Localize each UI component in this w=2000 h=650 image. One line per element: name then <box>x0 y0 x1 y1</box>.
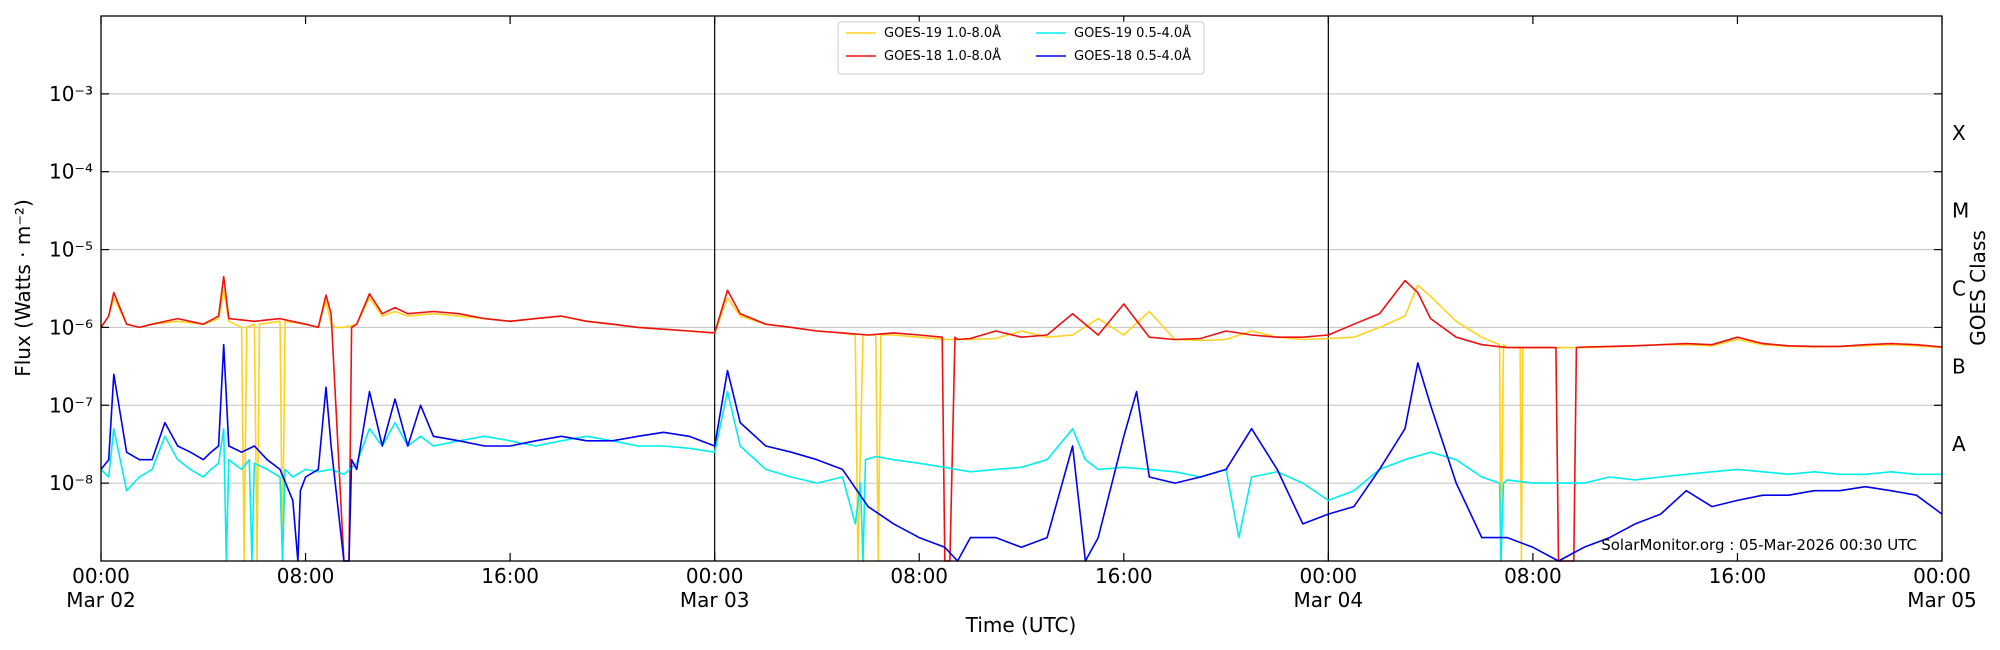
goes-class-label: X <box>1952 121 1966 145</box>
legend-box <box>837 21 1205 75</box>
x-tick-label: 08:00 <box>277 564 335 588</box>
x-tick-date-label: Mar 02 <box>66 588 136 612</box>
goes-class-label: B <box>1952 354 1966 378</box>
x-axis-title: Time (UTC) <box>965 613 1077 637</box>
day-boundary-lines <box>714 16 1329 561</box>
legend-label: GOES-19 0.5-4.0Å <box>1074 25 1191 41</box>
x-tick-label: 08:00 <box>1504 564 1562 588</box>
x-tick-label: 08:00 <box>890 564 948 588</box>
y-axis-title: Flux (Watts · m⁻²) <box>11 199 35 377</box>
legend: GOES-19 1.0-8.0Å GOES-18 1.0-8.0Å GOES-19 … <box>837 21 1205 75</box>
series-line-3 <box>100 390 1942 562</box>
x-tick-label: 16:00 <box>1095 564 1153 588</box>
y-tick-label: 10⁻⁶ <box>49 315 93 339</box>
goes-class-labels: A B C M X <box>1952 121 1969 456</box>
goes-class-label: C <box>1952 277 1966 301</box>
x-tick-label: 00:00 <box>72 564 130 588</box>
x-tick-date-label: Mar 04 <box>1294 588 1364 612</box>
y-tick-label: 10⁻⁵ <box>49 238 93 262</box>
plot-frame <box>100 15 1943 562</box>
y-tick-label: 10⁻³ <box>49 82 93 106</box>
x-tick-date-label: Mar 05 <box>1907 588 1977 612</box>
y-tick-label: 10⁻⁴ <box>49 160 93 184</box>
y2-axis-title: GOES Class <box>1966 230 1990 346</box>
credit-text: SolarMonitor.org : 05-Mar-2026 00:30 UTC <box>1601 536 1917 554</box>
x-tick-label: 16:00 <box>1709 564 1767 588</box>
legend-label: GOES-18 0.5-4.0Å <box>1074 48 1191 64</box>
y-axis-ticks: 10⁻⁸ 10⁻⁷ 10⁻⁶ 10⁻⁵ 10⁻⁴ 10⁻³ <box>49 82 1942 495</box>
y-tick-label: 10⁻⁷ <box>49 393 93 417</box>
grid-lines <box>101 93 1942 484</box>
series-line-4 <box>100 343 1943 562</box>
series-line-2 <box>100 275 1943 562</box>
x-tick-label: 00:00 <box>1300 564 1358 588</box>
series-lines <box>100 275 1943 562</box>
x-tick-label: 16:00 <box>481 564 539 588</box>
y-tick-label: 10⁻⁸ <box>49 471 93 495</box>
goes-class-label: M <box>1952 199 1969 223</box>
legend-label: GOES-18 1.0-8.0Å <box>884 48 1001 64</box>
x-tick-date-label: Mar 03 <box>680 588 750 612</box>
x-tick-label: 00:00 <box>686 564 744 588</box>
legend-label: GOES-19 1.0-8.0Å <box>884 25 1001 41</box>
goes-class-label: A <box>1952 432 1966 456</box>
plot-background <box>101 16 1942 561</box>
x-tick-label: 00:00 <box>1913 564 1971 588</box>
